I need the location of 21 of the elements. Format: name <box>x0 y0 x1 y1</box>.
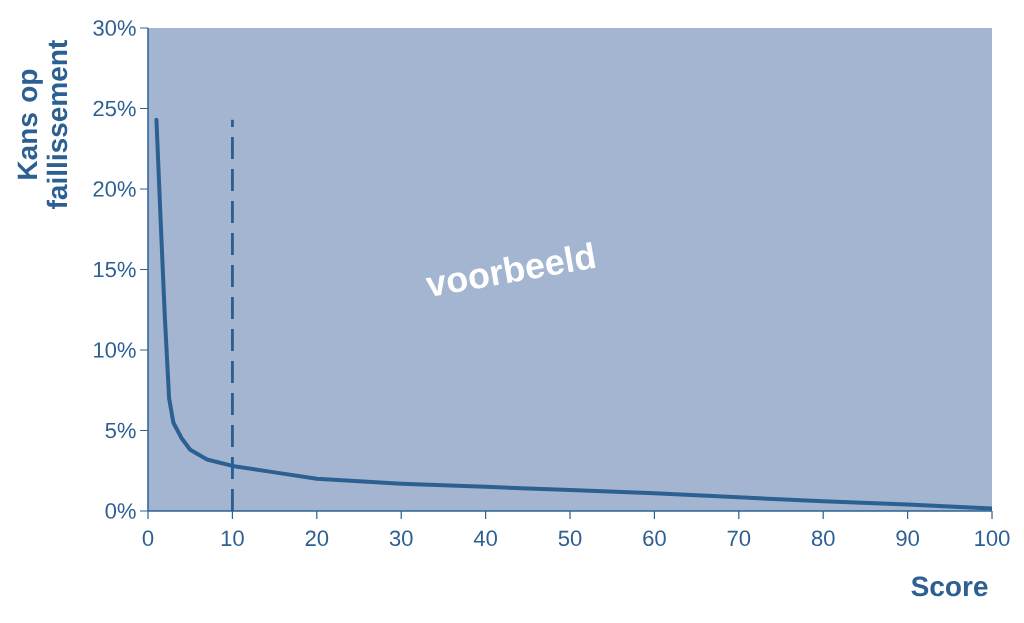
y-tick-label: 10% <box>94 342 136 358</box>
x-tick-label: 50 <box>558 530 582 547</box>
x-tick-label: 100 <box>975 530 1010 547</box>
x-tick-label: 40 <box>473 530 497 547</box>
x-tick-label: 90 <box>896 530 919 547</box>
annotation: voorbeeld <box>425 241 596 296</box>
x-tick-label: 60 <box>643 530 666 547</box>
y-tick-label: 20% <box>93 181 136 197</box>
y-tick-label: 5% <box>105 422 136 439</box>
y-axis-title: Kans op faillissement <box>17 40 68 209</box>
x-tick-label: 30 <box>389 530 413 547</box>
y-tick-label: 25% <box>93 100 136 117</box>
x-axis-title: Score <box>911 576 988 597</box>
x-tick-label: 10 <box>221 530 244 547</box>
x-tick-label: 0 <box>142 530 154 547</box>
x-tick-label: 20 <box>305 530 329 547</box>
x-tick-label: 80 <box>811 530 835 547</box>
y-tick-label: 30% <box>93 20 136 36</box>
x-tick-label: 70 <box>727 530 751 547</box>
y-tick-label: 15% <box>94 261 136 278</box>
y-tick-label: 0% <box>105 503 136 519</box>
